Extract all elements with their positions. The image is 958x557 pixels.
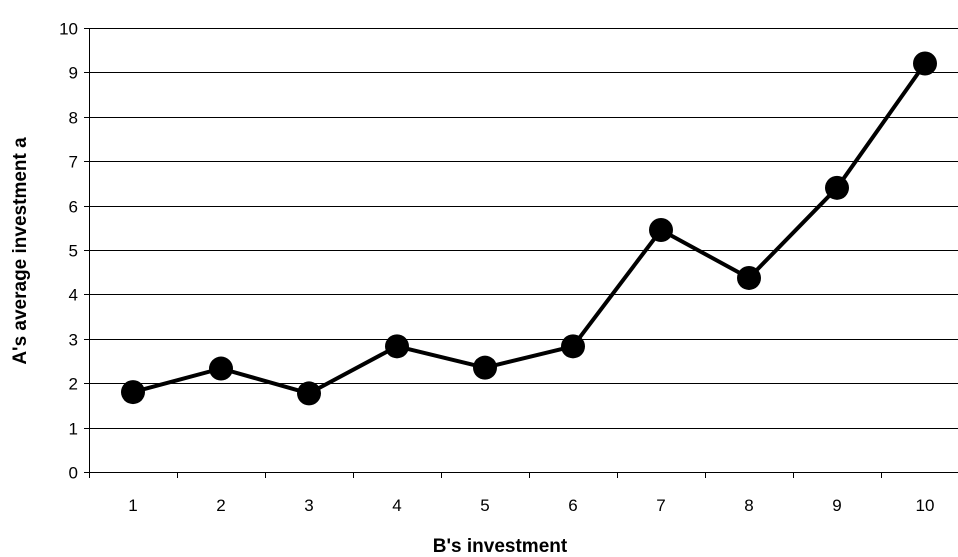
data-point <box>561 334 585 359</box>
x-tick-label: 8 <box>744 496 753 515</box>
x-tick-label: 5 <box>480 496 489 515</box>
grid-lines <box>89 28 958 429</box>
x-tick-label: 7 <box>656 496 665 515</box>
x-tick-label: 1 <box>128 496 137 515</box>
data-point <box>737 265 761 290</box>
y-axis-title: A's average investment a <box>10 137 31 365</box>
x-tick-label: 3 <box>304 496 313 515</box>
data-point <box>473 355 497 380</box>
data-point <box>825 175 849 200</box>
data-point <box>209 356 233 381</box>
series-line <box>132 62 927 396</box>
y-tick-label: 3 <box>69 331 78 350</box>
x-tick-label: 4 <box>392 496 401 515</box>
x-tick-label: 9 <box>832 496 841 515</box>
y-tick-label: 9 <box>69 64 78 83</box>
x-tick-label: 2 <box>216 496 225 515</box>
y-tick-label: 4 <box>69 286 78 305</box>
y-tick-label: 10 <box>59 20 78 39</box>
data-point <box>297 381 321 406</box>
y-tick-label: 0 <box>69 464 78 483</box>
data-point <box>649 218 673 243</box>
x-tick-label: 6 <box>568 496 577 515</box>
y-tick-label: 8 <box>69 109 78 128</box>
y-tick-label: 1 <box>69 420 78 439</box>
y-tick-label: 7 <box>69 153 78 172</box>
data-point <box>121 380 145 405</box>
data-point <box>385 334 409 359</box>
y-tick-labels: 0 1 2 3 4 5 6 7 8 9 10 <box>59 20 78 483</box>
y-tick-label: 2 <box>69 375 78 394</box>
x-tick-label: 10 <box>916 496 935 515</box>
y-tick-label: 6 <box>69 198 78 217</box>
data-point <box>913 51 937 76</box>
x-axis-title: B's investment <box>433 536 568 557</box>
data-series <box>121 51 937 406</box>
axes <box>84 28 958 478</box>
y-tick-label: 5 <box>69 242 78 261</box>
x-tick-labels: 1 2 3 4 5 6 7 8 9 10 <box>128 496 934 515</box>
